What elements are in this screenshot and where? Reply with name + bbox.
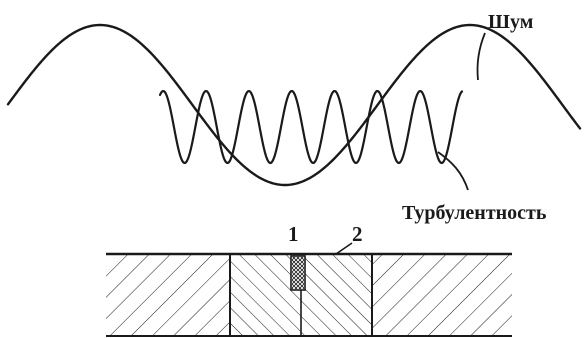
wall-block-left (106, 254, 230, 336)
turbulence-leader-line (437, 151, 469, 191)
turbulence-wave-curve (158, 89, 464, 165)
turbulence-label: Турбулентность (402, 202, 547, 224)
sensor-fill (292, 257, 304, 289)
noise-label: Шум (488, 11, 533, 33)
wall-block-right (372, 254, 512, 336)
part-2-label: 2 (352, 222, 363, 246)
part-2-leader-line (335, 242, 353, 255)
wall-cross-section (106, 252, 512, 337)
noise-leader-line (476, 32, 486, 81)
noise-wave-curve (6, 23, 582, 187)
part-1-label: 1 (288, 222, 299, 246)
